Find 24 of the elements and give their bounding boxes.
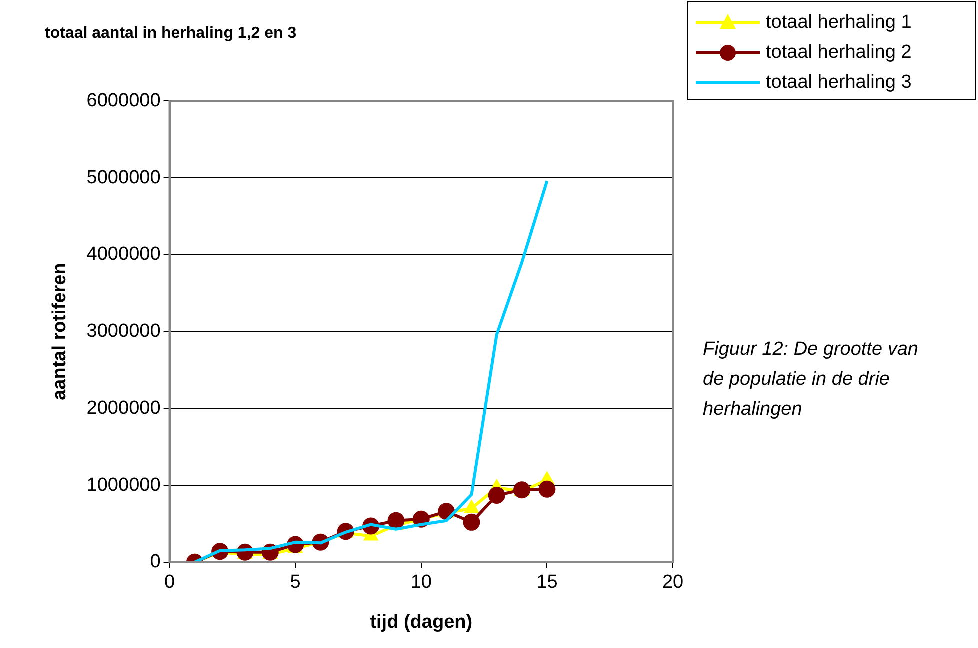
legend-label: totaal herhaling 2 (766, 42, 912, 64)
chart-title: totaal aantal in herhaling 1,2 en 3 (45, 25, 297, 42)
x-tick-label: 5 (290, 572, 301, 594)
y-axis-title: aantal rotiferen (50, 263, 71, 400)
y-tick-label: 5000000 (86, 167, 161, 188)
y-tick-label: 6000000 (86, 90, 161, 112)
y-tick-label: 1000000 (86, 474, 161, 496)
legend-label: totaal herhaling 3 (766, 72, 912, 94)
x-axis-title: tijd (dagen) (370, 612, 473, 633)
x-tick-label: 15 (536, 572, 558, 594)
text: Figuur 12: De grootte van de populatie in de drie herhalingen (703, 339, 918, 420)
point (514, 482, 531, 499)
y-tick-label: 2000000 (86, 398, 161, 419)
point (488, 487, 506, 504)
point (463, 514, 480, 531)
x-tick-label: 0 (164, 572, 176, 594)
x-tick-label: 20 (662, 572, 684, 594)
y-tick-label: 4000000 (86, 244, 161, 266)
legend-label: totaal herhaling 1 (766, 12, 912, 34)
point (538, 480, 556, 498)
y-tick-label: 0 (150, 552, 161, 573)
y-tick-label: 3000000 (86, 321, 161, 342)
point (388, 512, 405, 530)
x-tick-label: 10 (410, 572, 432, 594)
